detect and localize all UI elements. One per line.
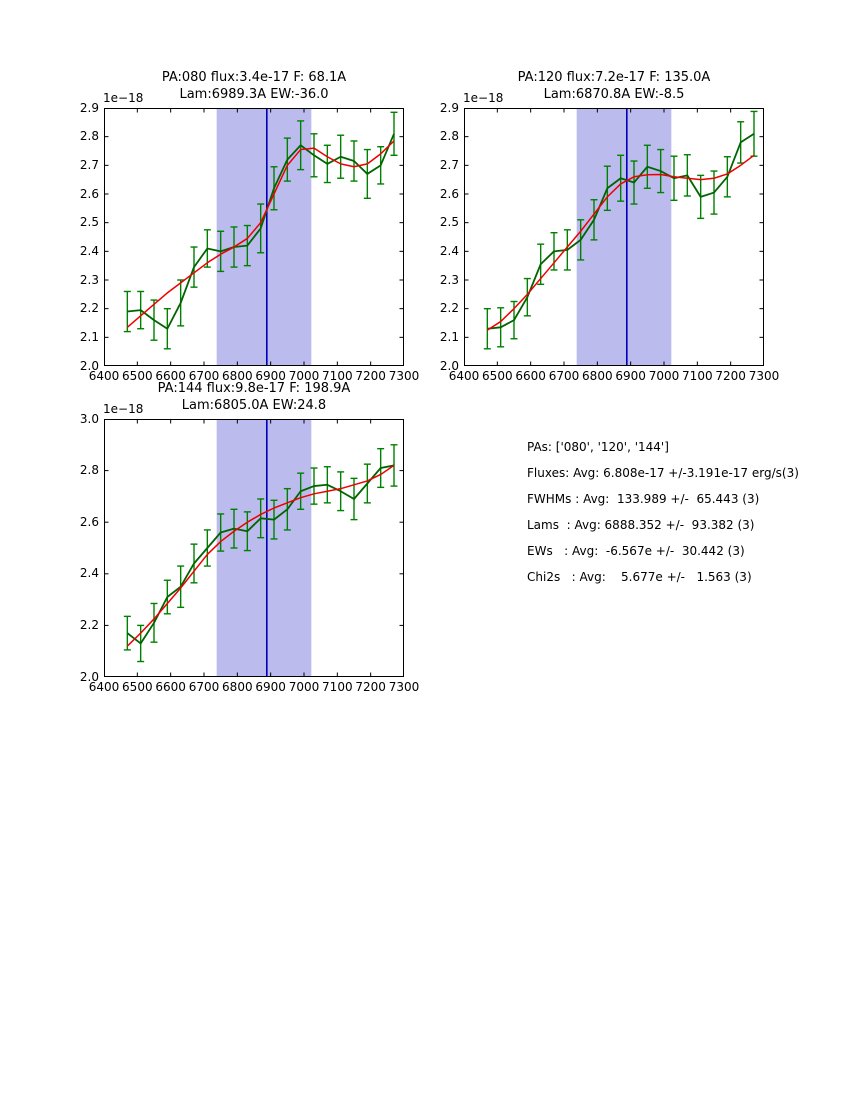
x-tick-label: 7100 [682,369,713,383]
y-tick-label: 2.7 [439,157,459,172]
x-tick-label: 6700 [548,369,580,383]
stats-line-chi2s: Chi2s : Avg: 5.677e +/- 1.563 (3) [527,570,752,584]
spectrum-line [127,133,395,330]
subplot-pa120-title-line1: PA:120 flux:7.2e-17 F: 135.0A [517,70,711,85]
wavelength-band [576,108,672,366]
axes-frame [464,108,764,366]
x-tick-label: 6900 [255,680,286,694]
subplot-pa080-title-line2: Lam:6989.3A EW:-36.0 [179,87,329,102]
stats-line-ews: EWs : Avg: -6.567e +/- 30.442 (3) [527,544,745,558]
x-tick-label: 7000 [288,369,320,383]
y-tick-label: 2.2 [79,301,99,316]
x-tick-label: 6800 [582,369,613,383]
x-tick-label: 6400 [88,369,120,383]
subplot-pa144-title-line2: Lam:6805.0A EW:24.8 [181,398,327,413]
plot-area [104,419,404,677]
x-tick-label: 6500 [122,369,153,383]
x-tick-label: 7000 [648,369,680,383]
x-tick-label: 6600 [155,680,186,694]
y-tick-label: 2.4 [79,243,99,258]
plot-area [464,108,764,366]
y-tick-label: 2.7 [79,157,99,172]
fit-line [126,140,395,328]
axes-frame [104,108,404,366]
y-tick-label: 2.4 [439,243,459,258]
x-tick-label: 6500 [482,369,513,383]
wavelength-band [216,108,312,366]
y-tick-label: 2.2 [79,617,99,632]
x-tick-label: 6800 [222,369,253,383]
x-tick-label: 6800 [222,680,253,694]
subplot-pa120: PA:120 flux:7.2e-17 F: 135.0A Lam:6870.8… [440,70,779,383]
y-tick-label: 2.8 [439,129,459,144]
y-tick-label: 2.5 [79,215,99,230]
x-tick-label: 6700 [188,369,220,383]
stats-line-pas: PAs: ['080', '120', '144'] [527,440,669,454]
y-tick-label: 2.8 [79,129,99,144]
x-tick-label: 7300 [388,680,420,694]
y-tick-label: 3.0 [79,411,99,426]
tick-marks [464,108,764,366]
x-tick-label: 6500 [122,680,153,694]
subplot-pa120-title-line2: Lam:6870.8A EW:-8.5 [543,87,685,102]
y-tick-label: 2.8 [79,463,99,478]
x-tick-label: 7000 [288,680,320,694]
stats-panel: PAs: ['080', '120', '144'] Fluxes: Avg: … [527,434,799,590]
y-tick-label: 2.1 [439,329,459,344]
y-tick-label: 2.6 [79,186,99,201]
plot-area [104,108,404,366]
subplot-pa144-title-line1: PA:144 flux:9.8e-17 F: 198.9A [157,381,351,396]
x-tick-label: 6900 [255,369,286,383]
subplot-pa080-title-line1: PA:080 flux:3.4e-17 F: 68.1A [161,70,347,85]
x-tick-label: 7200 [355,680,386,694]
x-tick-label: 6400 [448,369,480,383]
y-tick-label: 2.5 [439,215,459,230]
subplot-pa144: PA:144 flux:9.8e-17 F: 198.9A Lam:6805.0… [80,381,419,694]
spectrum-line [487,133,755,330]
x-tick-label: 7200 [715,369,746,383]
fit-line [126,464,395,647]
y-tick-label: 2.1 [79,329,99,344]
tick-marks [104,108,404,366]
x-tick-label: 6900 [615,369,646,383]
subplot-pa080: PA:080 flux:3.4e-17 F: 68.1A Lam:6989.3A… [80,70,419,383]
y-tick-label: 2.0 [79,669,99,684]
x-tick-label: 6600 [515,369,546,383]
x-tick-label: 7300 [388,369,420,383]
subplot-pa080-title: PA:080 flux:3.4e-17 F: 68.1A Lam:6989.3A… [104,69,404,103]
stats-line-fwhms: FWHMs : Avg: 133.989 +/- 65.443 (3) [527,492,760,506]
y-tick-label: 2.6 [439,186,459,201]
subplot-pa144-title: PA:144 flux:9.8e-17 F: 198.9A Lam:6805.0… [104,380,404,414]
y-tick-label: 2.3 [79,272,99,287]
stats-line-fluxes: Fluxes: Avg: 6.808e-17 +/-3.191e-17 erg/… [527,466,799,480]
x-tick-label: 6600 [155,369,186,383]
y-tick-label: 2.6 [79,514,99,529]
x-tick-label: 6400 [88,680,120,694]
x-tick-label: 6700 [188,680,220,694]
x-tick-label: 7100 [322,680,353,694]
y-tick-label: 2.3 [439,272,459,287]
subplot-pa080-offset-label: 1e−18 [103,91,144,105]
fit-line [486,154,755,331]
x-tick-label: 7100 [322,369,353,383]
tick-marks [104,419,404,677]
y-tick-label: 2.4 [79,566,99,581]
subplot-pa144-offset-label: 1e−18 [103,402,144,416]
subplot-pa120-offset-label: 1e−18 [463,91,504,105]
y-tick-label: 2.2 [439,301,459,316]
stats-line-lams: Lams : Avg: 6888.352 +/- 93.382 (3) [527,518,755,532]
y-tick-label: 2.9 [439,100,459,115]
subplot-pa120-title: PA:120 flux:7.2e-17 F: 135.0A Lam:6870.8… [464,69,764,103]
y-tick-label: 2.9 [79,100,99,115]
axes-frame [104,419,404,677]
spectrum-line [126,464,395,645]
x-tick-label: 7200 [355,369,386,383]
x-tick-label: 7300 [748,369,780,383]
y-tick-label: 2.0 [439,358,459,373]
y-tick-label: 2.0 [79,358,99,373]
